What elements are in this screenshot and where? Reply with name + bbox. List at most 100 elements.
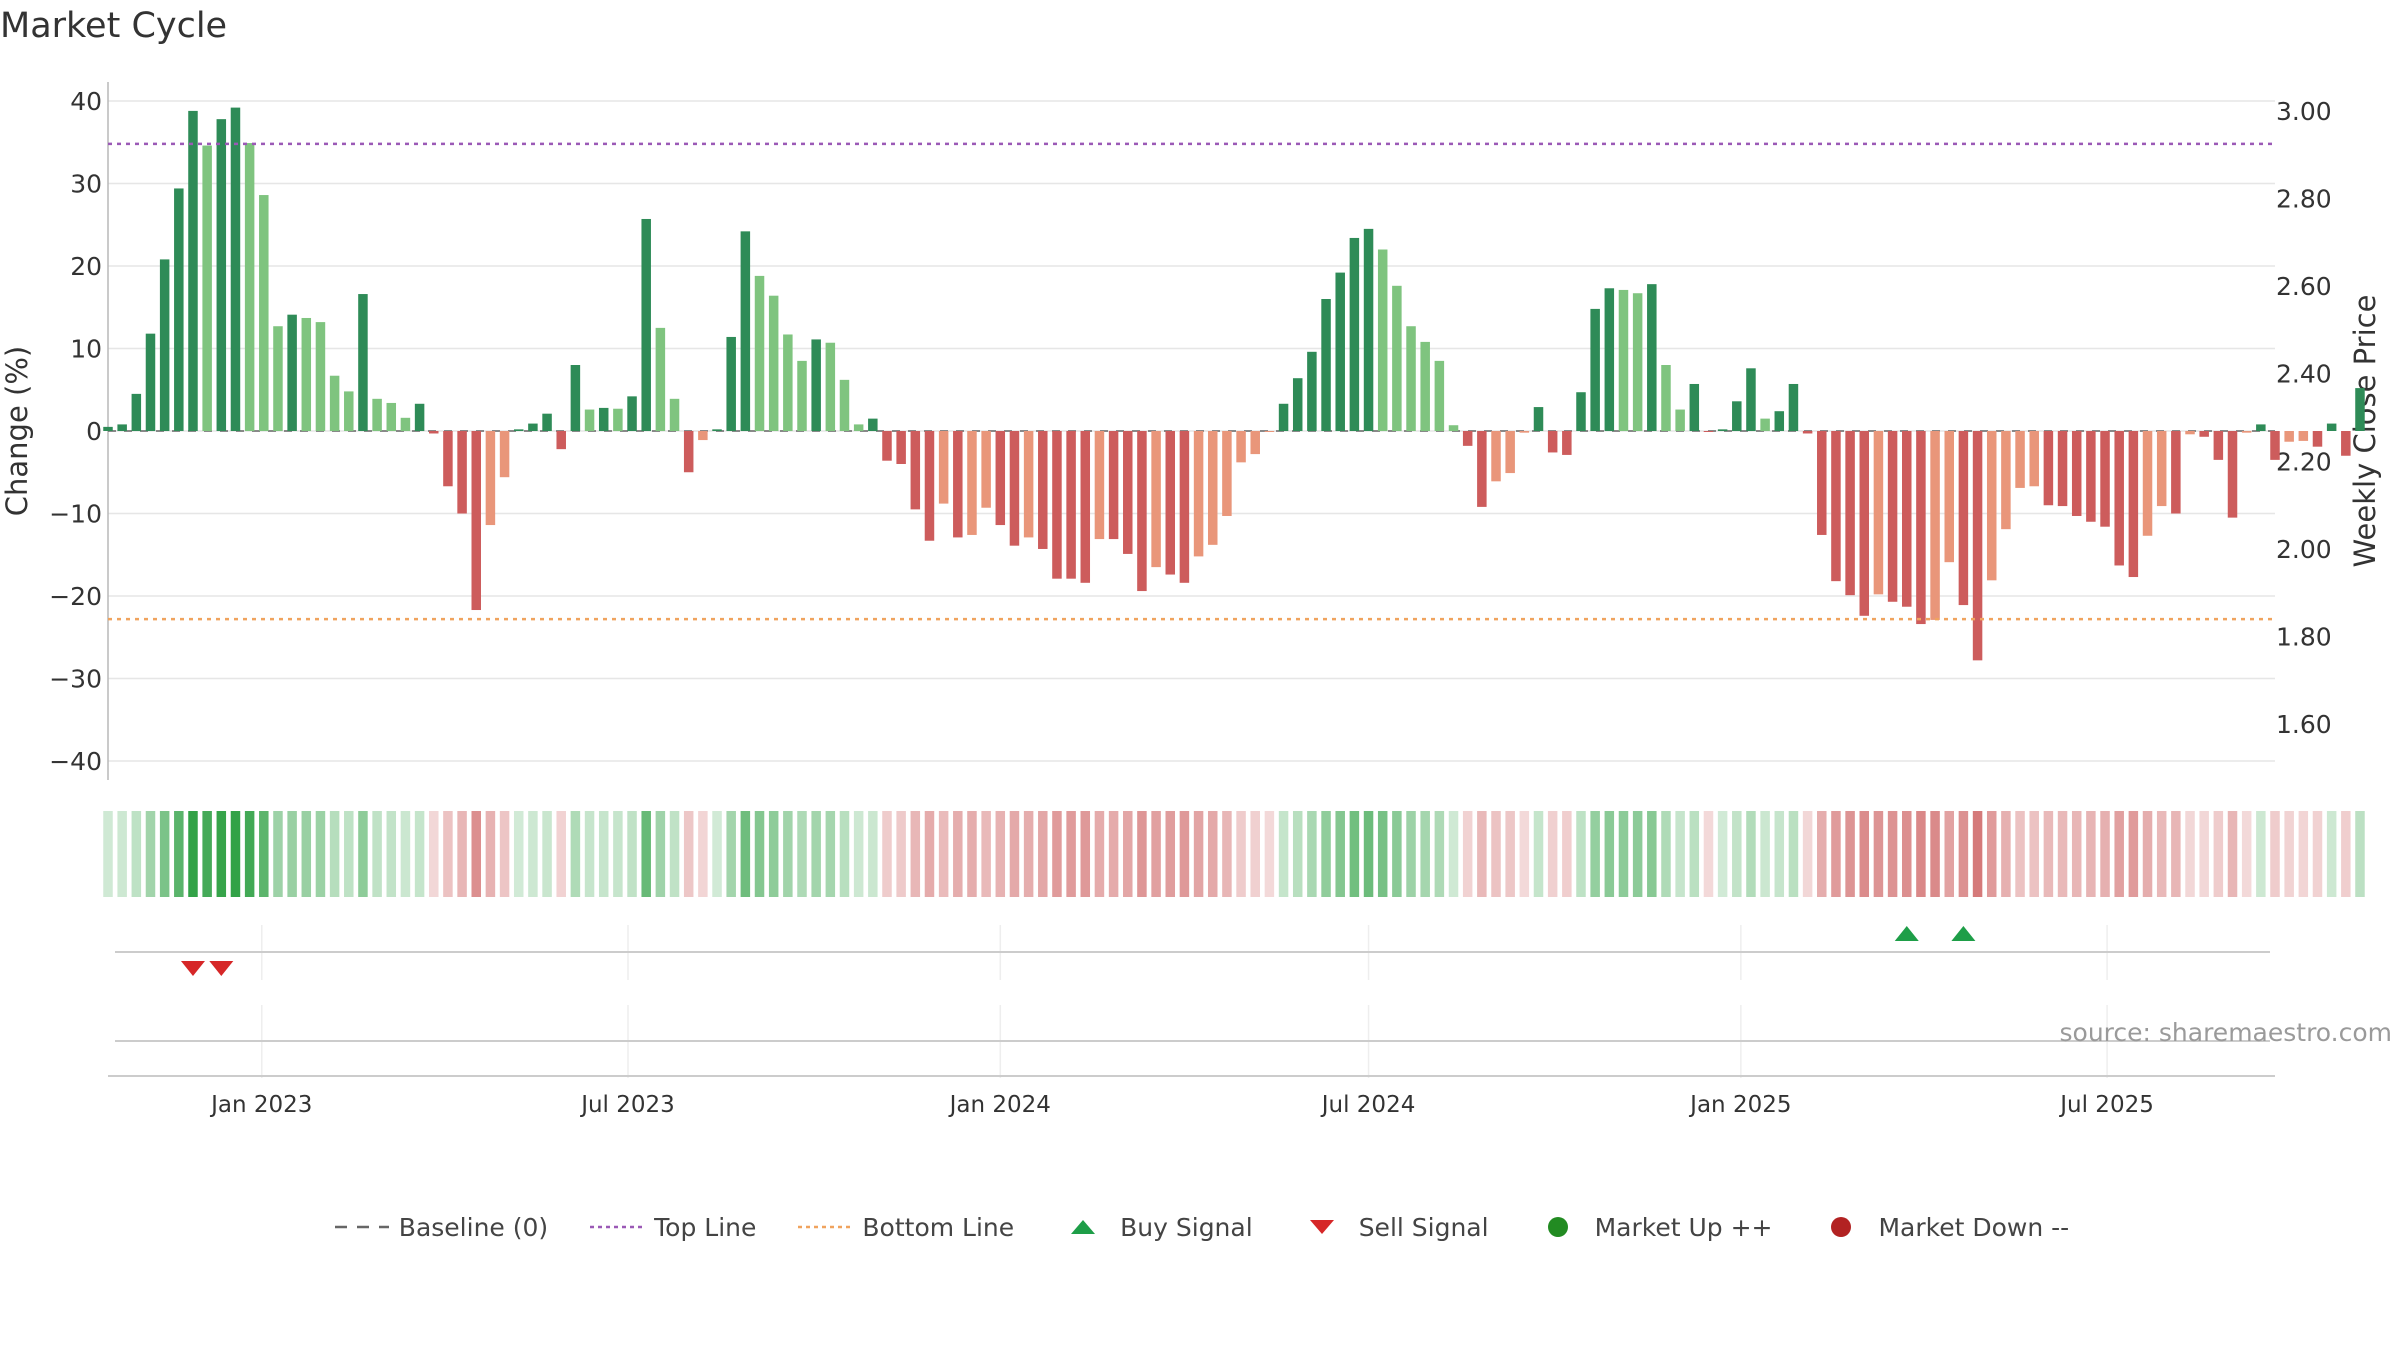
heat-cell xyxy=(2071,811,2082,897)
heat-cell xyxy=(1944,811,1954,897)
bar xyxy=(2043,431,2054,506)
heat-cell xyxy=(1519,811,1530,897)
heat-cell xyxy=(1137,811,1147,897)
legend-label: Market Down -- xyxy=(1878,1212,2070,1242)
heat-cell xyxy=(655,811,666,897)
heat-cell xyxy=(1264,811,1275,897)
bar xyxy=(117,424,127,431)
bar xyxy=(103,426,113,431)
heat-cell xyxy=(174,811,184,897)
legend-symbol xyxy=(590,1225,645,1229)
legend-symbol xyxy=(1071,1220,1096,1234)
bar xyxy=(159,259,170,431)
heat-cell xyxy=(230,811,241,897)
legend-symbol xyxy=(1309,1220,1334,1234)
heat-cell xyxy=(910,811,921,897)
bar xyxy=(2227,431,2238,518)
bar xyxy=(726,336,736,431)
y2-tick-label: 1.60 xyxy=(2276,710,2332,739)
x-tick-label: Jul 2024 xyxy=(1320,1092,1416,1118)
heat-cell xyxy=(868,811,878,897)
legend-item: Baseline (0) xyxy=(331,1212,548,1242)
bar xyxy=(1972,431,1983,661)
heat-cell xyxy=(1377,811,1388,897)
heat-cell xyxy=(2171,811,2181,897)
y2-tick-label: 2.40 xyxy=(2276,360,2332,389)
bar xyxy=(1505,431,1515,474)
bar xyxy=(174,188,184,431)
heat-cell xyxy=(627,811,637,897)
heat-cell xyxy=(1788,811,1799,897)
bar xyxy=(216,119,227,432)
heat-cell xyxy=(1193,811,1204,897)
heat-cell xyxy=(1491,811,1501,897)
heat-cell xyxy=(1462,811,1473,897)
y-tick-label: −20 xyxy=(49,582,102,611)
heat-cell xyxy=(188,811,198,897)
heat-cell xyxy=(1760,811,1770,897)
heat-cell xyxy=(1023,811,1034,897)
bar xyxy=(2029,431,2039,487)
heat-cell xyxy=(953,811,963,897)
heat-cell xyxy=(1392,811,1402,897)
heat-cell xyxy=(2213,811,2224,897)
heat-cell xyxy=(1703,811,1714,897)
bar xyxy=(556,431,566,450)
bar xyxy=(358,294,368,431)
source-note: source: sharemaestro.com xyxy=(2059,1018,2393,1047)
heat-cell xyxy=(1108,811,1119,897)
heat-cell xyxy=(1038,811,1048,897)
bar xyxy=(1986,431,1997,581)
heat-cell xyxy=(1817,811,1827,897)
bar xyxy=(344,391,354,431)
y2-tick-label: 2.60 xyxy=(2276,272,2332,301)
bar xyxy=(712,429,722,431)
heat-cell xyxy=(2312,811,2323,897)
y2-tick-label: 1.80 xyxy=(2276,622,2332,651)
heat-cell xyxy=(1250,811,1260,897)
bar xyxy=(2213,431,2224,460)
bar xyxy=(259,195,269,431)
bar xyxy=(1179,431,1190,583)
bar xyxy=(1406,326,1416,431)
heat-cell xyxy=(1547,811,1558,897)
y-tick-label: 20 xyxy=(70,252,102,281)
bar xyxy=(1817,431,1827,535)
heat-cell xyxy=(287,811,297,897)
heat-cell xyxy=(669,811,680,897)
bar xyxy=(1094,431,1105,540)
heat-cell xyxy=(584,811,595,897)
heat-cell xyxy=(2341,811,2351,897)
heat-cell xyxy=(2355,811,2365,897)
bar xyxy=(1477,431,1487,507)
y-tick-label: 10 xyxy=(70,335,102,364)
bar xyxy=(1717,429,1728,431)
bar xyxy=(386,402,397,431)
bar xyxy=(457,431,467,514)
heat-cell xyxy=(2100,811,2110,897)
bar xyxy=(953,431,963,538)
heat-cell xyxy=(344,811,354,897)
bar xyxy=(513,429,524,431)
bar xyxy=(669,398,680,431)
legend-label: Market Up ++ xyxy=(1594,1212,1773,1242)
heat-cell xyxy=(1845,811,1855,897)
heat-cell xyxy=(2199,811,2209,897)
heat-cell xyxy=(1802,811,1813,897)
heat-cell xyxy=(1916,811,1926,897)
heat-cell xyxy=(768,811,779,897)
heat-cell xyxy=(938,811,949,897)
heat-cell xyxy=(131,811,142,897)
heat-cell xyxy=(117,811,127,897)
legend-label: Sell Signal xyxy=(1358,1212,1489,1242)
bar xyxy=(1760,418,1770,431)
bar xyxy=(627,396,637,431)
heat-cell xyxy=(1278,811,1289,897)
heat-cell xyxy=(570,811,581,897)
heat-cell xyxy=(726,811,736,897)
legend-label: Top Line xyxy=(654,1212,757,1242)
heat-cell xyxy=(754,811,765,897)
sell-signal-marker xyxy=(209,961,234,976)
bar xyxy=(1831,431,1841,582)
